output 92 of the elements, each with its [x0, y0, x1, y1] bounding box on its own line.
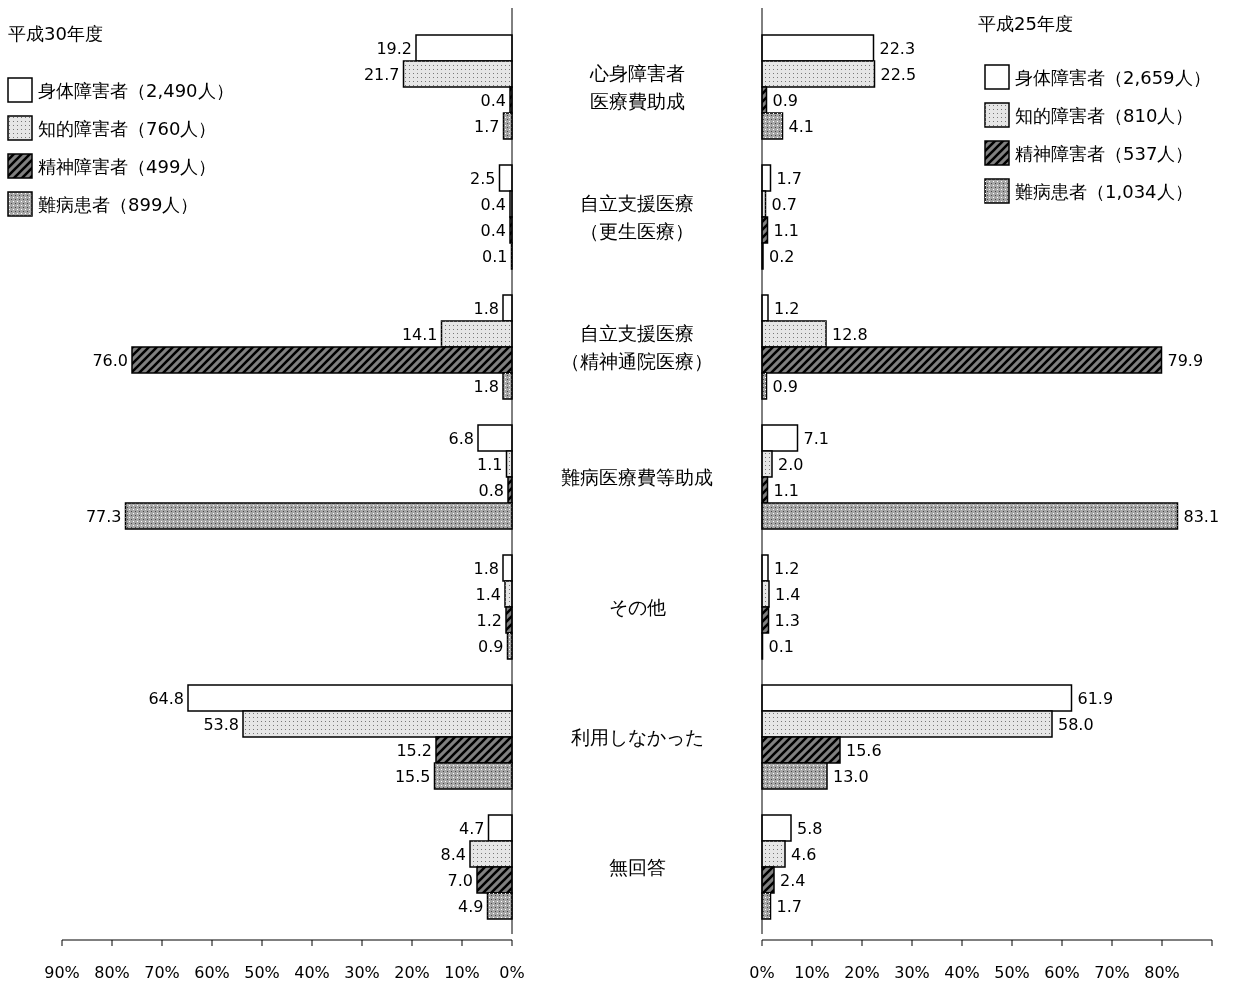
x-tick-label: 50%: [244, 963, 280, 982]
text: 平成30年度: [8, 23, 103, 44]
data-label: 14.1: [401, 325, 438, 344]
legend-label: 身体障害者（2,490人）: [38, 80, 234, 101]
data-label: 8.4: [440, 845, 466, 864]
data-label: 53.8: [203, 715, 239, 734]
legend-label: 知的障害者（810人）: [1015, 105, 1194, 126]
data-label: 15.6: [846, 741, 882, 760]
legend-label: 難病患者（1,034人）: [1015, 181, 1193, 202]
legend-label: 身体障害者（2,659人）: [1015, 67, 1211, 88]
data-label: 64.8: [148, 689, 184, 708]
y-tick-label: 難病医療費等助成: [561, 466, 713, 488]
data-label: 1.1: [773, 481, 799, 500]
x-tick-label: 80%: [94, 963, 130, 982]
x-tick-label: 0%: [749, 963, 775, 982]
x-tick-label: 20%: [394, 963, 430, 982]
data-label: 0.9: [772, 377, 798, 396]
x-tick-label: 30%: [344, 963, 380, 982]
y-tick-label: 自立支援医療（精神通院医療）: [561, 322, 713, 372]
data-label: 0.1: [768, 637, 794, 656]
legend-label: 知的障害者（760人）: [38, 118, 217, 139]
data-label: 1.4: [475, 585, 501, 604]
x-tick-label: 10%: [444, 963, 480, 982]
data-label: 4.9: [458, 897, 484, 916]
x-tick-label: 70%: [144, 963, 180, 982]
data-label: 61.9: [1077, 689, 1114, 708]
x-tick-label: 80%: [1144, 963, 1180, 982]
data-label: 1.1: [477, 455, 503, 474]
y-tick-label: 心身障害者医療費助成: [588, 62, 685, 112]
data-label: 2.4: [780, 871, 806, 890]
data-label: 83.1: [1183, 507, 1220, 526]
x-tick-label: 30%: [894, 963, 930, 982]
x-tick-label: 40%: [294, 963, 330, 982]
data-label: 7.0: [447, 871, 473, 890]
data-label: 0.9: [772, 91, 798, 110]
data-label: 22.5: [880, 65, 917, 84]
data-label: 79.9: [1167, 351, 1204, 370]
data-label: 76.0: [92, 351, 128, 370]
y-tick-label: 利用しなかった: [570, 726, 704, 748]
x-tick-label: 90%: [44, 963, 80, 982]
data-label: 1.8: [473, 559, 499, 578]
data-label: 1.4: [775, 585, 801, 604]
data-label: 0.4: [480, 221, 506, 240]
x-tick-label: 50%: [994, 963, 1030, 982]
data-label: 7.1: [803, 429, 829, 448]
y-tick-label: その他: [608, 596, 666, 618]
data-label: 0.9: [478, 637, 504, 656]
data-label: 1.7: [776, 897, 802, 916]
data-label: 15.2: [396, 741, 432, 760]
legend-label: 精神障害者（537人）: [1015, 143, 1194, 164]
data-label: 12.8: [832, 325, 868, 344]
legend-label: 精神障害者（499人）: [38, 156, 217, 177]
data-label: 1.2: [774, 299, 800, 318]
data-label: 21.7: [363, 65, 400, 84]
x-tick-label: 60%: [1044, 963, 1080, 982]
data-label: 1.2: [774, 559, 800, 578]
legend-label: 難病患者（899人）: [38, 194, 199, 215]
data-label: 0.4: [480, 91, 506, 110]
y-tick-label: 無回答: [608, 856, 666, 878]
data-label: 15.5: [394, 767, 431, 786]
data-label: 0.1: [482, 247, 508, 266]
data-label: 1.1: [773, 221, 799, 240]
data-label: 0.8: [478, 481, 504, 500]
x-tick-label: 10%: [794, 963, 830, 982]
x-tick-label: 60%: [194, 963, 230, 982]
data-label: 4.1: [788, 117, 814, 136]
data-label: 1.8: [473, 377, 499, 396]
data-label: 4.6: [791, 845, 817, 864]
x-tick-label: 0%: [499, 963, 525, 982]
y-tick-label: 自立支援医療（更生医療）: [580, 192, 694, 242]
data-label: 6.8: [448, 429, 474, 448]
data-label: 1.8: [473, 299, 499, 318]
chart-title: 平成25年度: [978, 13, 1073, 34]
data-label: 0.7: [771, 195, 797, 214]
data-label: 0.2: [769, 247, 795, 266]
x-tick-label: 20%: [844, 963, 880, 982]
data-label: 22.3: [879, 39, 916, 58]
x-tick-label: 70%: [1094, 963, 1130, 982]
data-label: 2.5: [470, 169, 496, 188]
data-label: 1.2: [476, 611, 502, 630]
data-label: 1.7: [776, 169, 802, 188]
data-label: 4.7: [459, 819, 485, 838]
data-label: 0.4: [480, 195, 506, 214]
data-label: 77.3: [85, 507, 122, 526]
data-label: 1.3: [774, 611, 800, 630]
data-label: 58.0: [1058, 715, 1094, 734]
x-tick-label: 40%: [944, 963, 980, 982]
data-label: 5.8: [797, 819, 823, 838]
data-label: 1.7: [474, 117, 500, 136]
data-label: 13.0: [833, 767, 869, 786]
data-label: 2.0: [778, 455, 804, 474]
data-label: 19.2: [376, 39, 412, 58]
